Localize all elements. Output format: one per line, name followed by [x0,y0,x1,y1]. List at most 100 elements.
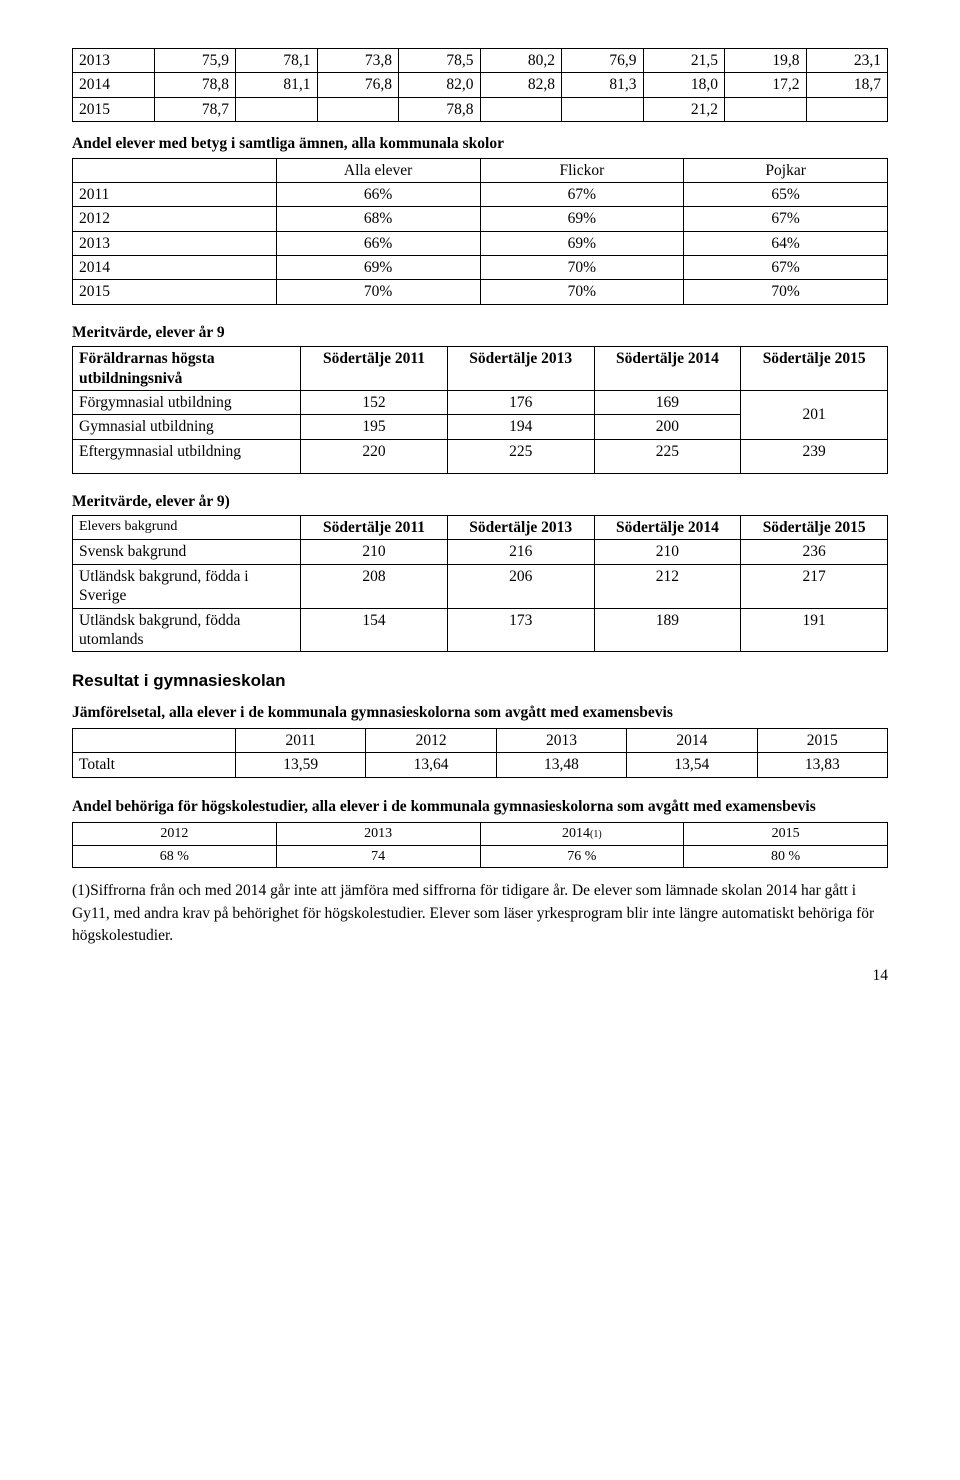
cell: 68% [276,207,480,231]
table-top-numeric: 2013 75,9 78,1 73,8 78,5 80,2 76,9 21,5 … [72,48,888,122]
cell: Södertälje 2014 [594,347,741,391]
footnote-text: (1)Siffrorna från och med 2014 går inte … [72,880,888,947]
table-row: 2014 78,8 81,1 76,8 82,0 82,8 81,3 18,0 … [73,73,888,97]
cell: 81,3 [562,73,644,97]
cell: Föräldrarnas högsta utbildningsnivå [73,347,301,391]
table-row: Utländsk bakgrund, födda utomlands 154 1… [73,608,888,652]
cell: 74 [276,845,480,868]
cell: 69% [480,231,684,255]
cell: 2012 [73,207,277,231]
cell: 173 [447,608,594,652]
cell: 18,7 [806,73,888,97]
cell: Södertälje 2011 [301,516,448,540]
cell: 210 [594,540,741,564]
cell: 70% [480,280,684,304]
cell [236,97,318,121]
cell: 152 [301,390,448,414]
heading-andel-betyg: Andel elever med betyg i samtliga ämnen,… [72,134,888,153]
cell: 2015 [684,823,888,846]
cell: Södertälje 2015 [741,516,888,540]
cell: Förgymnasial utbildning [73,390,301,414]
cell: 216 [447,540,594,564]
cell: 154 [301,608,448,652]
table-row: 2011 66% 67% 65% [73,182,888,206]
cell: 67% [684,207,888,231]
cell: 21,2 [643,97,725,121]
cell [73,158,277,182]
heading-meritvarde-2: Meritvärde, elever år 9) [72,492,888,511]
table-jamforelsetal: 2011 2012 2013 2014 2015 Totalt 13,59 13… [72,728,888,778]
cell: 200 [594,415,741,439]
table-row: Elevers bakgrund Södertälje 2011 Södertä… [73,516,888,540]
table-meritvarde-bakgrund: Elevers bakgrund Södertälje 2011 Södertä… [72,515,888,652]
cell: 78,8 [154,73,236,97]
cell: 66% [276,231,480,255]
cell: 201 [741,390,888,439]
cell: 217 [741,564,888,608]
cell [806,97,888,121]
cell: 17,2 [725,73,807,97]
cell: Eftergymnasial utbildning [73,439,301,473]
cell: 220 [301,439,448,473]
cell: 82,0 [399,73,481,97]
cell: 13,48 [496,753,626,777]
cell: Gymnasial utbildning [73,415,301,439]
cell: 239 [741,439,888,473]
cell: 2014 [627,728,757,752]
cell: 19,8 [725,49,807,73]
cell: 236 [741,540,888,564]
table-row: Totalt 13,59 13,64 13,48 13,54 13,83 [73,753,888,777]
table-meritvarde-foraldrar: Föräldrarnas högsta utbildningsnivå Söde… [72,346,888,474]
cell: Flickor [480,158,684,182]
cell: 191 [741,608,888,652]
cell [73,728,236,752]
cell: Södertälje 2013 [447,516,594,540]
cell: 64% [684,231,888,255]
cell: 208 [301,564,448,608]
cell: 78,8 [399,97,481,121]
table-andel-behoriga: 2012 2013 2014(1) 2015 68 % 74 76 % 80 % [72,822,888,868]
heading-jamforelsetal: Jämförelsetal, alla elever i de kommunal… [72,702,888,724]
cell: 2014(1) [480,823,684,846]
cell: 69% [480,207,684,231]
cell: 76 % [480,845,684,868]
cell: 21,5 [643,49,725,73]
cell: 76,9 [562,49,644,73]
table-andel-betyg: Alla elever Flickor Pojkar 2011 66% 67% … [72,158,888,305]
cell: 70% [684,280,888,304]
table-row: Utländsk bakgrund, födda i Sverige 208 2… [73,564,888,608]
cell [562,97,644,121]
cell: 13,59 [236,753,366,777]
cell: 70% [276,280,480,304]
table-row: Föräldrarnas högsta utbildningsnivå Söde… [73,347,888,391]
table-row: 68 % 74 76 % 80 % [73,845,888,868]
cell: Utländsk bakgrund, födda i Sverige [73,564,301,608]
cell: 2011 [73,182,277,206]
cell: 80,2 [480,49,562,73]
cell: 225 [447,439,594,473]
cell: 78,7 [154,97,236,121]
table-row: 2013 75,9 78,1 73,8 78,5 80,2 76,9 21,5 … [73,49,888,73]
table-row: 2013 66% 69% 64% [73,231,888,255]
cell: 210 [301,540,448,564]
cell: 212 [594,564,741,608]
cell: 67% [684,256,888,280]
table-row: 2011 2012 2013 2014 2015 [73,728,888,752]
cell: 169 [594,390,741,414]
cell: 23,1 [806,49,888,73]
cell: 189 [594,608,741,652]
cell: 67% [480,182,684,206]
cell: 73,8 [317,49,399,73]
cell: 13,54 [627,753,757,777]
cell: Södertälje 2014 [594,516,741,540]
cell: 2014 [73,256,277,280]
cell: 66% [276,182,480,206]
cell: 2013 [73,231,277,255]
table-row: Alla elever Flickor Pojkar [73,158,888,182]
cell: 13,64 [366,753,496,777]
table-row: Eftergymnasial utbildning 220 225 225 23… [73,439,888,473]
table-row: Förgymnasial utbildning 152 176 169 201 [73,390,888,414]
cell: 65% [684,182,888,206]
cell: 2013 [276,823,480,846]
cell: 2015 [73,280,277,304]
